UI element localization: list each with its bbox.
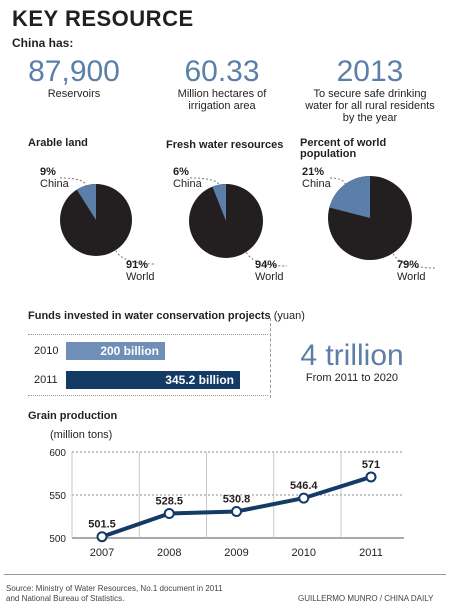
pie-population-china-label: 21% China [302,166,331,190]
pie-water-china-pct: 6% [173,166,189,178]
grain-xtick-label-2008: 2008 [157,547,181,559]
grain-value-label-2007: 501.5 [88,519,116,531]
funds-year-2011: 2011 [34,374,58,386]
pie-water-world-label: 94% World [255,259,284,283]
pie-population-title: Percent of world population [300,137,387,160]
grain-value-label-2009: 530.8 [223,494,251,506]
stat-year-caption: To secure safe drinking water for all ru… [305,88,435,124]
funds-vertical-divider [270,318,272,398]
grain-line-chart: 500 550 600 501.5 2007 528.5 2008 530.8 2009 546.… [49,448,404,559]
footer-rule [4,574,446,575]
funds-title-text: Funds invested in water conservation pro… [28,310,271,322]
stat-irrigation-caption: Million hectares of irrigation area [177,88,267,112]
pie-arable-china-pct: 9% [40,166,56,178]
stat-irrigation-value: 60.33 [184,55,260,88]
grain-ytick-label: 500 [49,534,66,545]
grain-point-2008 [163,507,175,519]
grain-xtick-label-2010: 2010 [292,547,316,559]
pie-water-world-pct: 94% [255,259,278,271]
grain-point-2009 [231,506,242,518]
pie-water-china-label: 6% China [173,166,202,190]
grain-point-2010 [298,492,310,504]
pie-arable-world-pct: 91% [126,259,149,271]
footer-credit: GUILLERMO MUNRO / CHINA DAILY [298,594,434,603]
footer-source-line1: Source: Ministry of Water Resources, No.… [6,584,223,593]
footer-source-line2: and National Bureau of Statistics. [6,594,125,603]
funds-year-2010: 2010 [34,345,59,357]
pie-population-world-name: World [397,271,426,283]
pie-water-china-name: China [173,178,202,190]
grain-ylabel: (million tons) [50,429,113,441]
funds-bar-2011: 345.2 billion [66,371,240,389]
footer-source: Source: Ministry of Water Resources, No.… [6,584,223,604]
pie-population-china-name: China [302,178,331,190]
pie-population-china-slice [329,176,370,218]
funds-divider-top [28,334,268,336]
grain-value-label-2010: 546.4 [290,480,318,492]
pie-arable-title: Arable land [28,137,88,149]
grain-value-label-2011: 571 [362,459,380,471]
pie-arable-world-leader [115,250,157,265]
grain-xtick-label-2009: 2009 [224,547,248,559]
pie-arable-china-leader [59,177,87,188]
funds-unit: (yuan) [273,310,305,322]
pie-arable-china-label: 9% China [40,166,69,190]
page-title: KEY RESOURCE [12,6,194,31]
funds-total-caption: From 2011 to 2020 [305,372,399,384]
pie-population-world-leader [392,253,437,269]
pie-population-china-pct: 21% [302,166,325,178]
pie-water-china-leader [189,177,220,187]
stat-reservoirs-value: 87,900 [28,55,120,88]
grain-xtick-label-2007: 2007 [90,547,114,559]
grain-value-label-2008: 528.5 [155,495,183,507]
funds-total-value: 4 trillion [300,339,404,372]
pie-population-china-leader [329,177,347,187]
pie-water-china-slice [212,184,226,221]
pie-arable-world-label: 91% World [126,259,155,283]
pie-arable-world-name: World [126,271,155,283]
intro-text: China has: [12,36,74,50]
pie-water-world-leader [245,252,288,267]
pie-charts [59,176,437,269]
pie-population-world-label: 79% World [397,259,426,283]
funds-bar-2010: 200 billion [66,342,165,360]
pie-arable-china-name: China [40,178,69,190]
funds-title: Funds invested in water conservation pro… [28,310,305,322]
pie-population-world-pct: 79% [397,259,420,271]
funds-bar-2011-label: 345.2 billion [165,373,234,387]
stat-reservoirs-caption: Reservoirs [47,88,101,100]
grain-ytick-label: 550 [49,491,66,502]
grain-title: Grain production [28,410,118,422]
stat-year-value: 2013 [336,55,404,88]
funds-divider-bottom [28,395,268,397]
grain-point-2011 [365,471,377,483]
pie-water-title: Fresh water resources [166,139,284,151]
grain-ytick-label: 600 [49,448,66,459]
pie-water-world-name: World [255,271,284,283]
grain-point-2007 [96,531,108,543]
grain-xtick-label-2011: 2011 [359,547,383,559]
pie-arable-china-slice [76,184,96,220]
funds-bar-2010-label: 200 billion [100,344,159,358]
